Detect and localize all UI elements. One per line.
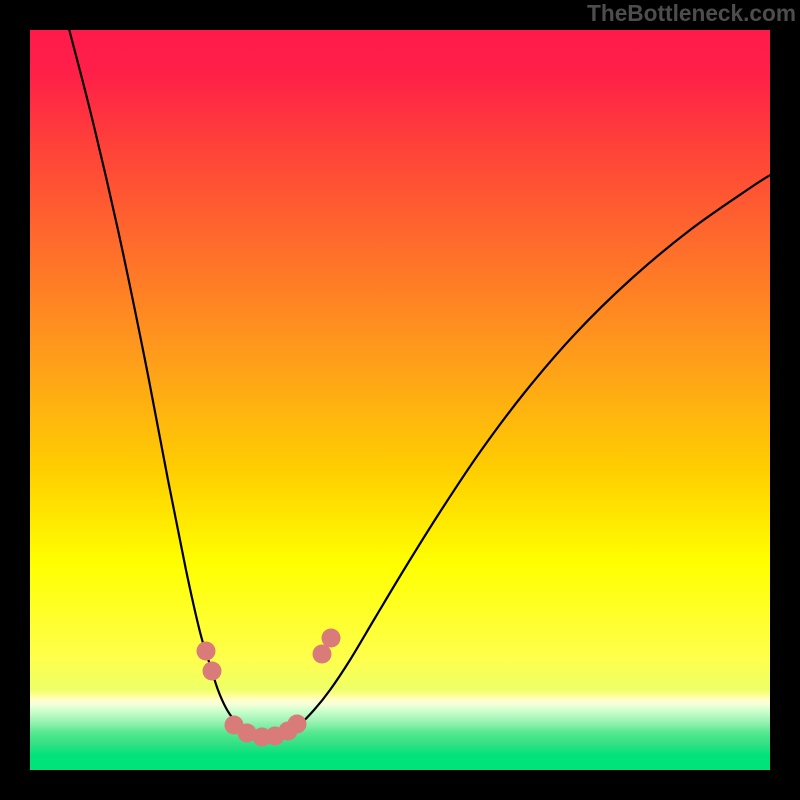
chart-frame: TheBottleneck.com: [0, 0, 800, 800]
data-marker: [197, 642, 216, 661]
data-marker: [322, 629, 341, 648]
plot-area: [30, 30, 770, 770]
curve-left-branch: [60, 30, 268, 737]
data-marker: [313, 645, 332, 664]
data-marker: [288, 715, 307, 734]
watermark-label: TheBottleneck.com: [587, 0, 796, 27]
data-marker: [203, 662, 222, 681]
curve-right-branch: [268, 174, 770, 737]
curve-layer: [30, 30, 770, 770]
